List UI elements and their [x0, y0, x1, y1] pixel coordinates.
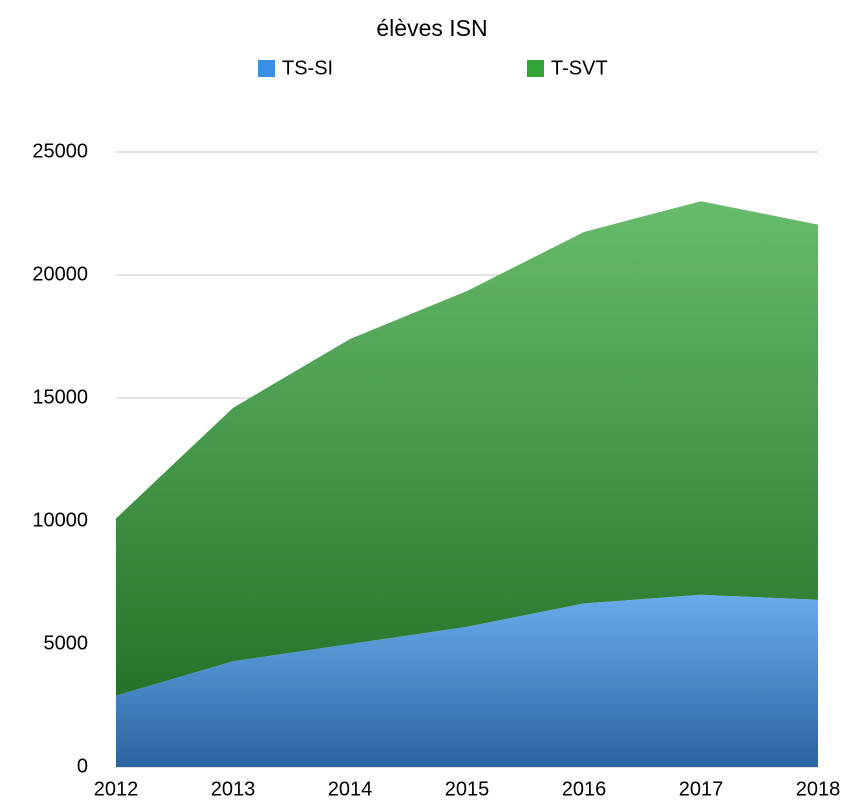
- area: [116, 201, 818, 696]
- y-tick-label: 10000: [32, 509, 88, 531]
- legend-label: T-SVT: [551, 57, 608, 79]
- x-tick-label: 2018: [796, 778, 841, 800]
- y-tick-label: 0: [77, 755, 88, 777]
- y-tick-label: 15000: [32, 386, 88, 408]
- area: [116, 594, 818, 767]
- x-tick-label: 2014: [328, 778, 373, 800]
- legend-swatch: [258, 60, 275, 77]
- y-tick-label: 5000: [44, 632, 89, 654]
- x-tick-label: 2017: [679, 778, 724, 800]
- legend-swatch: [527, 60, 544, 77]
- y-tick-label: 20000: [32, 263, 88, 285]
- y-tick-label: 25000: [32, 140, 88, 162]
- x-tick-label: 2015: [445, 778, 490, 800]
- x-tick-label: 2012: [94, 778, 139, 800]
- x-tick-label: 2013: [211, 778, 256, 800]
- x-tick-label: 2016: [562, 778, 607, 800]
- chart-title: élèves ISN: [376, 15, 487, 41]
- legend-label: TS-SI: [282, 57, 333, 79]
